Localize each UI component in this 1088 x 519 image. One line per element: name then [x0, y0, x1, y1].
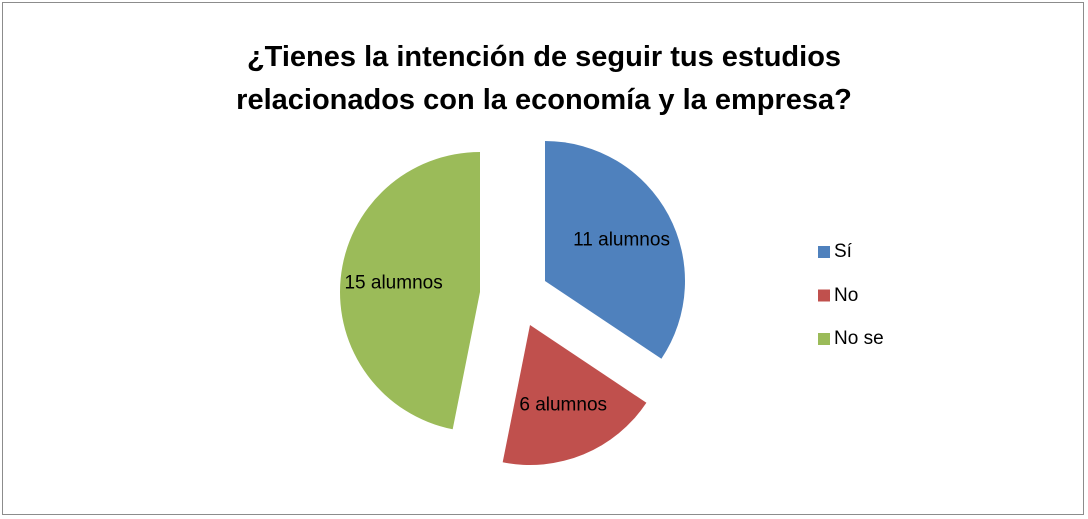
legend-swatch [818, 246, 830, 258]
data-label: 6 alumnos [519, 394, 608, 416]
legend-swatch [818, 333, 830, 345]
pie-slice [545, 141, 686, 359]
legend-label: Sí [834, 241, 852, 262]
legend-label: No [834, 284, 859, 306]
chart-title: ¿Tienes la intención de seguir tus estud… [236, 41, 852, 116]
pie-slice [502, 325, 647, 465]
data-label: 15 alumnos [344, 272, 443, 294]
legend-swatch [818, 289, 830, 302]
pie-slice [340, 152, 480, 430]
data-label: 11 alumnos [573, 229, 670, 251]
legend-label: No se [834, 328, 884, 349]
